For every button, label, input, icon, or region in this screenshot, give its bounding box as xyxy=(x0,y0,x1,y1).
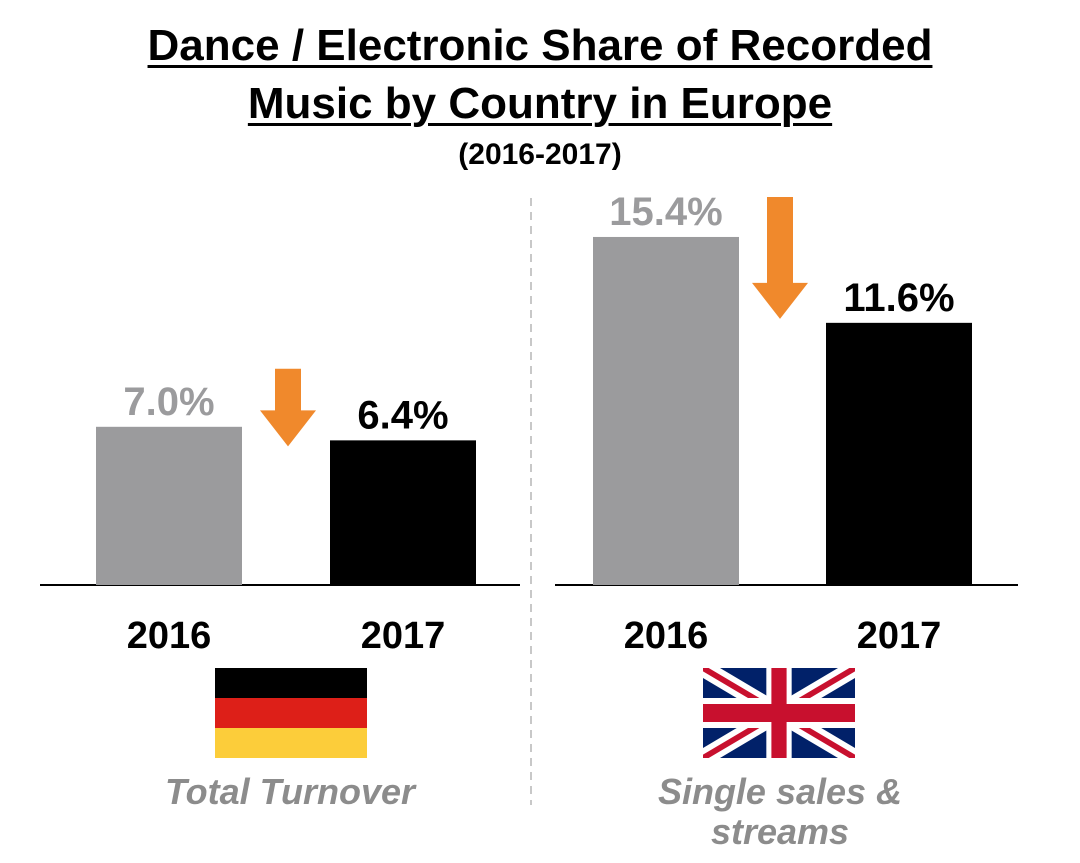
bar-germany-2017 xyxy=(330,440,476,585)
x-tick-uk-2017: 2017 xyxy=(857,615,942,657)
caption-total-turnover: Total Turnover xyxy=(164,771,416,812)
data-label-germany-2017: 6.4% xyxy=(357,393,448,437)
chart-title-line-1: Dance / Electronic Share of Recorded xyxy=(147,21,933,70)
bar-uk-2016 xyxy=(593,236,739,585)
down-arrow-icon xyxy=(260,368,316,447)
chart-subtitle: (2016-2017) xyxy=(458,138,622,171)
uk-flag-icon xyxy=(703,668,855,758)
data-label-uk-2017: 11.6% xyxy=(843,276,954,320)
x-tick-germany-2016: 2016 xyxy=(127,615,212,657)
x-tick-germany-2017: 2017 xyxy=(361,615,446,657)
caption-single-sales-streams: Single sales & streams xyxy=(657,771,903,852)
bar-germany-2016 xyxy=(96,426,242,585)
data-label-uk-2016: 15.4% xyxy=(609,190,722,234)
data-label-germany-2016: 7.0% xyxy=(123,380,214,424)
chart-panel-germany: 7.0% 6.4% 2016 2017 xyxy=(40,368,520,758)
chart-panel-uk: 15.4% 11.6% 2016 2017 xyxy=(555,190,1018,758)
bar-uk-2017 xyxy=(826,322,972,585)
down-arrow-icon xyxy=(752,196,808,319)
chart-title-line-2: Music by Country in Europe xyxy=(247,79,833,128)
germany-flag-icon xyxy=(215,668,367,758)
x-tick-uk-2016: 2016 xyxy=(624,615,709,657)
